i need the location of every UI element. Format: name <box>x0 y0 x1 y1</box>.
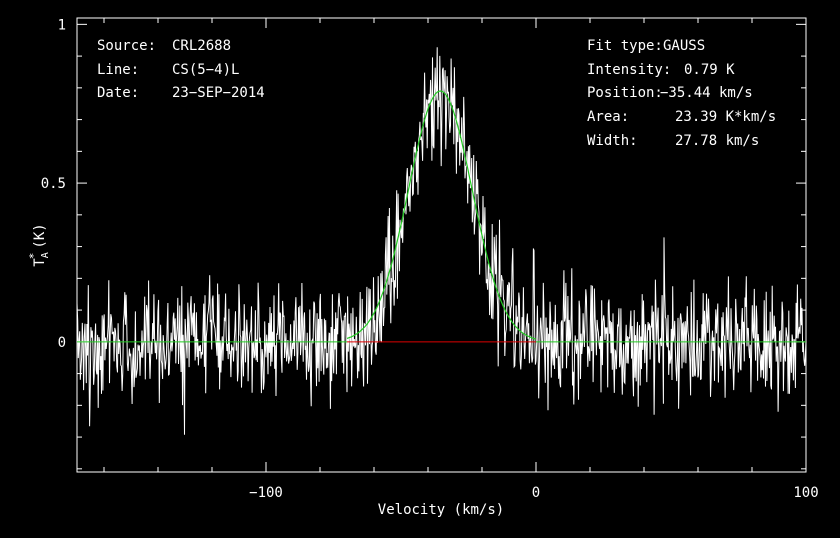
intensity-value: 0.79 K <box>684 62 735 78</box>
plot-frame <box>76 17 807 473</box>
x-tick-label: −100 <box>249 485 283 501</box>
y-axis-label-sup: * <box>27 253 40 260</box>
line-key: Line: <box>97 62 139 78</box>
fit-type-value: GAUSS <box>663 38 705 54</box>
y-axis-label: TA* (K) <box>27 223 51 266</box>
position-value: −35.44 km/s <box>660 85 753 101</box>
area-value: 23.39 K*km/s <box>675 109 776 125</box>
date-value: 23−SEP−2014 <box>172 85 265 101</box>
line-value: CS(5−4)L <box>172 62 239 78</box>
svg-text:TA*(K): TA* (K) <box>27 223 51 266</box>
area-key: Area: <box>587 109 629 125</box>
y-axis-label-sub: A <box>40 252 51 258</box>
source-key: Source: <box>97 38 156 54</box>
position-key: Position: <box>587 85 663 101</box>
y-axis-label-main: T <box>32 258 48 267</box>
x-tick-label: 0 <box>532 485 540 501</box>
fit-type-key: Fit type: <box>587 38 663 54</box>
x-axis-label: Velocity (km/s) <box>378 502 504 518</box>
y-tick-label: 0 <box>58 335 66 351</box>
source-value: CRL2688 <box>172 38 231 54</box>
y-tick-label: 1 <box>58 17 66 33</box>
y-axis-label-unit: (K) <box>32 223 48 248</box>
axis-tick-labels: −100 0 100 0 0.5 1 <box>41 17 819 501</box>
width-key: Width: <box>587 133 638 149</box>
gaussian-fit-series <box>346 90 537 340</box>
x-tick-label: 100 <box>793 485 818 501</box>
date-key: Date: <box>97 85 139 101</box>
intensity-key: Intensity: <box>587 62 671 78</box>
width-value: 27.78 km/s <box>675 133 759 149</box>
y-tick-label: 0.5 <box>41 176 66 192</box>
spectrum-series <box>76 47 807 435</box>
